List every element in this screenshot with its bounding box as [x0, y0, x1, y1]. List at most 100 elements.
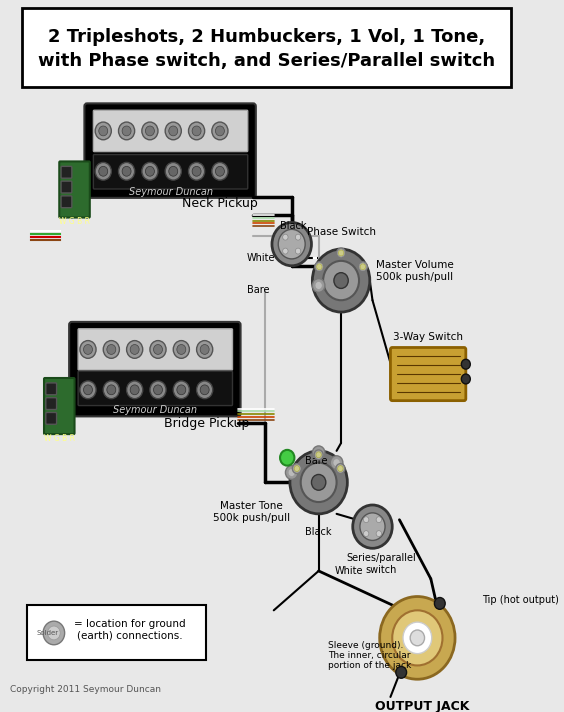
Circle shape	[376, 530, 381, 537]
FancyBboxPatch shape	[61, 181, 72, 193]
Text: Master Tone
500k push/pull: Master Tone 500k push/pull	[213, 501, 290, 523]
FancyBboxPatch shape	[390, 347, 466, 401]
Circle shape	[197, 340, 213, 358]
Circle shape	[312, 249, 370, 312]
Circle shape	[338, 250, 344, 256]
Circle shape	[331, 456, 343, 469]
Circle shape	[99, 167, 108, 176]
Circle shape	[95, 122, 111, 140]
Circle shape	[283, 248, 288, 254]
Circle shape	[212, 122, 228, 140]
Circle shape	[150, 340, 166, 358]
Circle shape	[177, 345, 186, 355]
Circle shape	[43, 621, 65, 645]
FancyBboxPatch shape	[94, 155, 248, 189]
Circle shape	[83, 385, 92, 394]
Text: OUTPUT JACK: OUTPUT JACK	[374, 701, 469, 712]
Circle shape	[315, 449, 322, 457]
FancyBboxPatch shape	[78, 329, 232, 370]
Circle shape	[80, 340, 96, 358]
Circle shape	[192, 126, 201, 136]
Circle shape	[165, 162, 182, 180]
Circle shape	[118, 122, 135, 140]
Circle shape	[103, 340, 120, 358]
Circle shape	[95, 162, 111, 180]
FancyBboxPatch shape	[44, 378, 74, 434]
Circle shape	[296, 248, 301, 254]
Circle shape	[165, 122, 182, 140]
Circle shape	[360, 513, 385, 540]
Circle shape	[130, 345, 139, 355]
Circle shape	[142, 162, 158, 180]
Circle shape	[197, 381, 213, 399]
Circle shape	[410, 630, 425, 646]
Circle shape	[333, 459, 340, 466]
FancyBboxPatch shape	[46, 398, 56, 409]
Circle shape	[188, 122, 205, 140]
Circle shape	[118, 162, 135, 180]
Circle shape	[336, 464, 345, 473]
Text: White: White	[247, 253, 275, 263]
Text: = location for ground
(earth) connections.: = location for ground (earth) connection…	[74, 619, 186, 641]
FancyBboxPatch shape	[61, 196, 72, 208]
FancyBboxPatch shape	[59, 162, 90, 218]
Circle shape	[122, 167, 131, 176]
Circle shape	[188, 162, 205, 180]
Text: Neck Pickup: Neck Pickup	[182, 197, 258, 210]
Circle shape	[380, 597, 455, 679]
Text: W G B R: W G B R	[59, 217, 90, 226]
Circle shape	[278, 229, 305, 259]
Text: Copyright 2011 Seymour Duncan: Copyright 2011 Seymour Duncan	[10, 684, 161, 693]
Circle shape	[107, 345, 116, 355]
Text: 3-Way Switch: 3-Way Switch	[393, 332, 463, 342]
Circle shape	[103, 381, 120, 399]
Circle shape	[315, 262, 324, 272]
Circle shape	[169, 167, 178, 176]
Circle shape	[126, 381, 143, 399]
Text: Solder: Solder	[37, 630, 59, 636]
Circle shape	[177, 385, 186, 394]
Circle shape	[173, 381, 190, 399]
Bar	[27, 605, 206, 659]
Circle shape	[316, 264, 322, 270]
FancyBboxPatch shape	[46, 412, 56, 424]
Circle shape	[315, 281, 322, 289]
Circle shape	[146, 126, 155, 136]
Text: Sleeve (ground).
The inner, circular
portion of the jack: Sleeve (ground). The inner, circular por…	[328, 641, 411, 671]
Circle shape	[337, 248, 346, 258]
Text: White: White	[335, 566, 364, 576]
Circle shape	[192, 167, 201, 176]
Circle shape	[212, 162, 228, 180]
Circle shape	[283, 234, 288, 240]
Circle shape	[83, 345, 92, 355]
Circle shape	[296, 234, 301, 240]
Circle shape	[153, 345, 162, 355]
Circle shape	[323, 261, 359, 300]
Circle shape	[107, 385, 116, 394]
Circle shape	[396, 666, 407, 679]
FancyBboxPatch shape	[94, 110, 248, 152]
Bar	[23, 8, 510, 87]
Circle shape	[150, 381, 166, 399]
Circle shape	[461, 374, 470, 384]
Text: with Phase switch, and Series/Parallel switch: with Phase switch, and Series/Parallel s…	[38, 52, 495, 70]
Circle shape	[173, 340, 190, 358]
Circle shape	[169, 126, 178, 136]
Circle shape	[146, 167, 155, 176]
Circle shape	[288, 468, 296, 476]
Circle shape	[126, 340, 143, 358]
Circle shape	[80, 381, 96, 399]
Circle shape	[200, 345, 209, 355]
Circle shape	[215, 167, 224, 176]
Circle shape	[359, 263, 367, 271]
Circle shape	[292, 464, 301, 473]
Circle shape	[153, 385, 162, 394]
Circle shape	[461, 360, 470, 369]
Circle shape	[316, 452, 321, 458]
Circle shape	[314, 450, 323, 460]
Circle shape	[312, 446, 325, 460]
Text: Bridge Pickup: Bridge Pickup	[164, 417, 249, 430]
Circle shape	[337, 249, 345, 257]
Circle shape	[358, 262, 367, 272]
Text: Phase Switch: Phase Switch	[307, 227, 376, 237]
